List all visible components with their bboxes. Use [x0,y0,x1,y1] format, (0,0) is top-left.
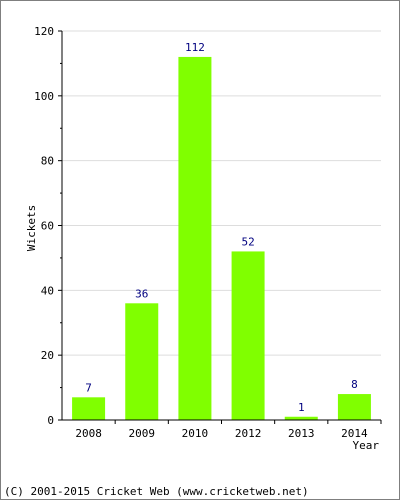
gridlines [62,30,381,356]
bar-2014 [337,394,371,420]
data-label-2014: 8 [351,378,358,391]
bar-2013 [284,416,318,420]
y-tick-label: 80 [41,155,54,168]
x-tick-label: 2013 [288,427,315,440]
y-tick-label: 120 [34,25,54,38]
data-label-2013: 1 [298,401,305,414]
y-tick-label: 0 [47,414,54,427]
x-tick-label: 2010 [182,427,209,440]
y-ticks: 0 20 40 60 80 100 120 [34,25,62,427]
x-ticks: 2008 2009 2010 2012 2013 2014 [75,420,382,440]
data-label-2008: 7 [85,381,92,394]
y-tick-label: 60 [41,220,54,233]
data-label-2010: 112 [185,41,205,54]
x-tick-label: 2014 [341,427,368,440]
x-tick-label: 2012 [235,427,262,440]
y-tick-label: 100 [34,90,54,103]
bar-2008 [72,397,106,420]
data-label-2012: 52 [241,235,254,248]
bars [72,56,371,420]
data-label-2009: 36 [135,287,148,300]
bar-2010 [178,56,212,420]
x-tick-label: 2009 [129,427,156,440]
y-tick-label: 40 [41,284,54,297]
bar-2012 [231,251,265,420]
copyright-text: (C) 2001-2015 Cricket Web (www.cricketwe… [4,485,309,498]
data-labels: 7 36 112 52 1 8 [85,41,357,414]
x-axis-label: Year [353,439,380,452]
bar-2009 [125,303,159,420]
x-tick-label: 2008 [75,427,102,440]
y-tick-label: 20 [41,349,54,362]
y-axis-label: Wickets [25,205,38,251]
